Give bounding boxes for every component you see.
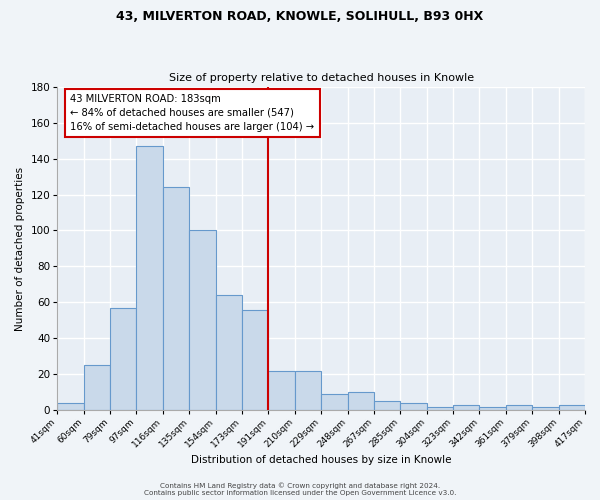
Bar xyxy=(400,403,427,410)
Bar xyxy=(136,146,163,410)
Bar xyxy=(215,296,242,410)
Bar xyxy=(57,403,83,410)
Bar xyxy=(453,405,479,410)
Bar xyxy=(321,394,347,410)
Text: 43 MILVERTON ROAD: 183sqm
← 84% of detached houses are smaller (547)
16% of semi: 43 MILVERTON ROAD: 183sqm ← 84% of detac… xyxy=(70,94,314,132)
Y-axis label: Number of detached properties: Number of detached properties xyxy=(15,166,25,330)
Bar xyxy=(427,407,453,410)
Bar xyxy=(110,308,136,410)
Bar xyxy=(559,405,585,410)
Bar xyxy=(242,310,268,410)
Text: Contains public sector information licensed under the Open Government Licence v3: Contains public sector information licen… xyxy=(144,490,456,496)
Bar xyxy=(479,407,506,410)
Bar xyxy=(268,371,295,410)
Bar xyxy=(374,402,400,410)
X-axis label: Distribution of detached houses by size in Knowle: Distribution of detached houses by size … xyxy=(191,455,451,465)
Bar xyxy=(347,392,374,410)
Text: 43, MILVERTON ROAD, KNOWLE, SOLIHULL, B93 0HX: 43, MILVERTON ROAD, KNOWLE, SOLIHULL, B9… xyxy=(116,10,484,23)
Bar xyxy=(189,230,215,410)
Text: Contains HM Land Registry data © Crown copyright and database right 2024.: Contains HM Land Registry data © Crown c… xyxy=(160,482,440,489)
Bar xyxy=(83,366,110,410)
Bar xyxy=(506,405,532,410)
Title: Size of property relative to detached houses in Knowle: Size of property relative to detached ho… xyxy=(169,73,473,83)
Bar xyxy=(532,407,559,410)
Bar xyxy=(295,371,321,410)
Bar xyxy=(163,188,189,410)
